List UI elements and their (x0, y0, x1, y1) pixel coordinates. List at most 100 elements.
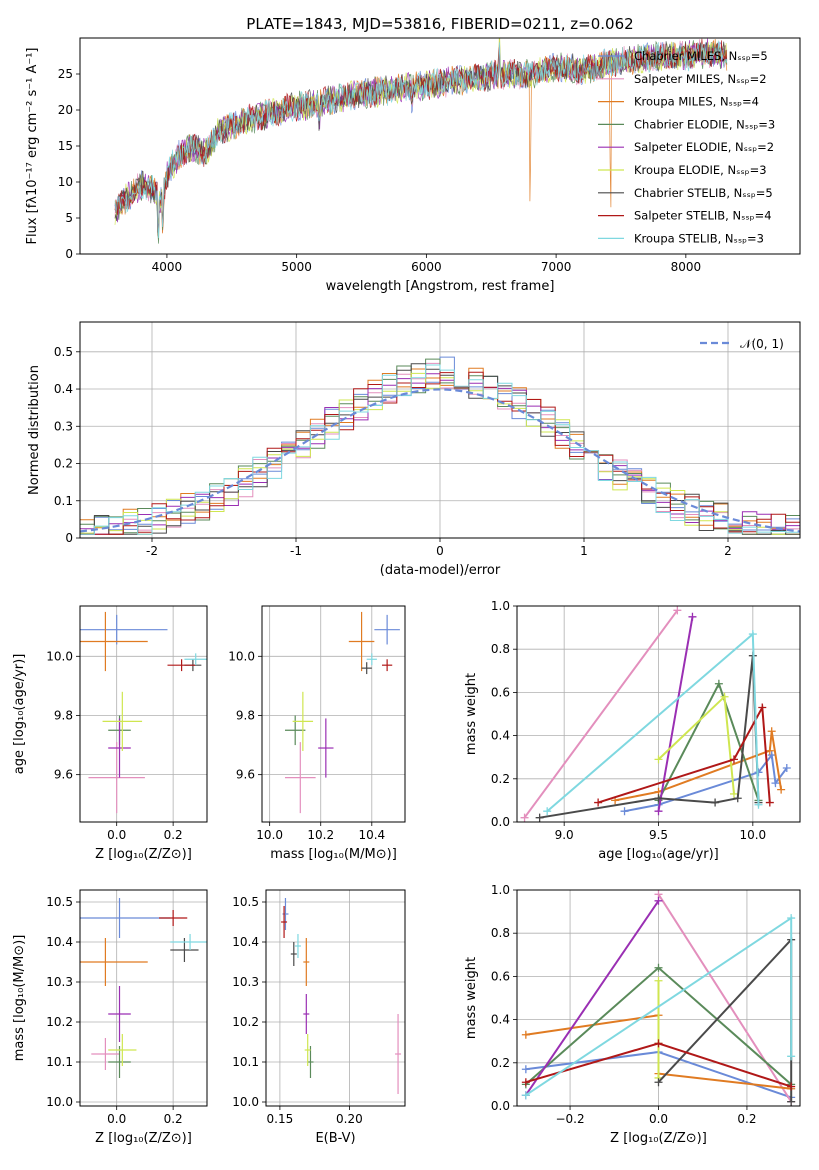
spectrum-series-group (114, 38, 728, 244)
legend-entry: Chabrier ELODIE, Nₛₛₚ=3 (634, 117, 775, 131)
weight_vs_age-marker (748, 630, 757, 639)
legend-entry: Chabrier STELIB, Nₛₛₚ=5 (634, 186, 773, 200)
age_vs_mass-ytick-label: 10.0 (228, 649, 255, 663)
age_vs_mass-errorbar (382, 659, 393, 672)
weight_vs_age-line-salpeter-miles (523, 609, 679, 819)
weight_vs_age-marker (654, 794, 663, 803)
spectrum-ytick-label: 10 (58, 175, 73, 189)
weight_vs_age-ylabel: mass weight (464, 673, 479, 755)
legend-entry: Salpeter ELODIE, Nₛₛₚ=2 (634, 140, 774, 154)
legend-entry: Chabrier MILES, Nₛₛₚ=5 (634, 49, 768, 63)
mass_vs_ebv-xtick-label: 0.20 (336, 1112, 363, 1126)
weight_vs_Z-line-salpeter-miles (657, 893, 793, 1103)
weight_vs_age-marker (673, 606, 682, 615)
weight_vs_age-marker (782, 764, 791, 772)
weight_vs_age-marker (758, 703, 767, 712)
mass_vs_ebv-xlabel: E(B-V) (315, 1131, 355, 1146)
mass_vs_ebv-errorbar (303, 994, 310, 1034)
weight_vs_age-marker (620, 807, 629, 816)
residuals-xtick-label: 0 (436, 544, 444, 558)
mass_vs_Z-ylabel: mass [log₁₀(M/M⊙)] (12, 935, 27, 1062)
age_vs_Z-errorbar (167, 659, 196, 672)
age_vs_mass-errorbar (284, 742, 316, 814)
mass_vs_ebv-errorbar (282, 898, 289, 930)
spectrum-xtick-label: 8000 (671, 260, 702, 274)
weight_vs_Z-marker (654, 1039, 663, 1048)
age_vs_mass-xtick-label: 10.0 (256, 828, 283, 842)
weight_vs_Z-ytick-label: 1.0 (491, 883, 510, 897)
weight_vs_Z-marker (787, 1097, 796, 1106)
mass_vs_Z-errorbar (108, 1046, 131, 1078)
age_vs_Z-axes: 0.0 0.2 9.6 9.8 10.0 Z [log₁₀(Z/Z⊙)] age [log₁… (12, 606, 207, 862)
age_vs_Z-ytick-label: 9.8 (54, 708, 73, 722)
legend-entry: Kroupa MILES, Nₛₛₚ=4 (634, 95, 759, 109)
age_vs_Z-errorbar (184, 653, 207, 666)
age_vs_mass-xlabel: mass [log₁₀(M/M⊙)] (270, 847, 397, 862)
weight_vs_Z-ytick-label: 0.8 (491, 926, 510, 940)
mass_vs_Z-errorbar (108, 1034, 137, 1066)
mass_vs_Z-ytick-label: 10.4 (46, 935, 73, 949)
age_vs_mass-errorbar (361, 662, 372, 675)
mass_vs_Z-ytick-label: 10.5 (46, 895, 73, 909)
residuals-ytick-label: 0.5 (54, 345, 73, 359)
weight_vs_Z-marker (521, 1091, 530, 1100)
age_vs_Z-xtick-label: 0.2 (164, 828, 183, 842)
mass_vs_Z-axes: 0.0 0.2 10.0 10.1 10.2 10.3 10.4 10.5 Z [log₁₀(Z… (12, 890, 207, 1146)
residuals-xtick-label: 1 (580, 544, 588, 558)
mass_vs_ebv-xtick-label: 0.15 (267, 1112, 294, 1126)
weight_vs_age-marker (771, 779, 780, 788)
mass_vs_ebv-errorbar (307, 1046, 314, 1078)
weight_vs_Z-marker (787, 1082, 796, 1091)
mass_vs_ebv-errorbar (294, 934, 301, 958)
weight_vs_Z-xtick-label: 0.0 (649, 1112, 668, 1126)
figure-title: PLATE=1843, MJD=53816, FIBERID=0211, z=0… (246, 15, 633, 33)
residuals-ytick-label: 0.4 (54, 382, 73, 396)
weight_vs_age-line-chabrier-miles (624, 752, 788, 813)
mass_vs_ebv-ytick-label: 10.2 (232, 1015, 259, 1029)
weight_vs_Z-ytick-label: 0.6 (491, 969, 510, 983)
weight_vs_age-marker (543, 807, 552, 816)
mass_vs_Z-ytick-label: 10.1 (46, 1055, 73, 1069)
age_vs_Z-errorbar (80, 614, 168, 645)
mass_vs_Z-errorbar (170, 934, 207, 950)
mass_vs_Z-errorbar (80, 898, 171, 938)
spectrum-line-kroupa-stelib (114, 40, 728, 239)
age_vs_Z-ytick-label: 10.0 (46, 649, 73, 663)
weight_vs_age-marker (765, 798, 774, 807)
mass_vs_Z-errorbar (91, 1038, 120, 1070)
weight_vs_Z-marker (521, 1030, 530, 1039)
weight_vs_age-marker (520, 813, 529, 822)
histogram-step-salpeter-stelib (80, 371, 800, 535)
mass_vs_Z-xlabel: Z [log₁₀(Z/Z⊙)] (95, 1131, 192, 1146)
spectrum-ylabel: Flux [fλ10⁻¹⁷ erg cm⁻² s⁻¹ A⁻¹] (25, 48, 40, 245)
spectrum-frame (79, 37, 801, 255)
age_vs_mass-ytick-label: 9.8 (236, 708, 255, 722)
legend-entry: Kroupa ELODIE, Nₛₛₚ=3 (634, 163, 767, 177)
spectrum-ytick-label: 5 (65, 211, 73, 225)
mass_vs_ebv-errorbar (303, 938, 310, 986)
weight_vs_age-ytick-label: 0.8 (491, 642, 510, 656)
weight_vs_age-ytick-label: 0.0 (491, 815, 510, 829)
age_vs_Z-errorbar (108, 718, 131, 778)
weight_vs_age-lines (520, 606, 791, 822)
gaussian-curve (80, 388, 800, 533)
age_vs_Z-frame (79, 605, 208, 823)
spectrum-xtick-label: 4000 (152, 260, 183, 274)
weight_vs_Z-ytick-label: 0.2 (491, 1056, 510, 1070)
weight_vs_Z-xlabel: Z [log₁₀(Z/Z⊙)] (610, 1131, 707, 1146)
residuals-xlabel: (data-model)/error (380, 563, 501, 578)
residuals-xtick-label: -1 (290, 544, 302, 558)
spectrum-xlabel: wavelength [Angstrom, rest frame] (326, 279, 555, 294)
weight_vs_Z-marker (521, 1065, 530, 1074)
residuals-ylabel: Normed distribution (27, 365, 42, 495)
weight_vs_age-marker (688, 612, 697, 621)
weight_vs_Z-ytick-label: 0.0 (491, 1099, 510, 1113)
weight_vs_Z-axes: −0.2 0.0 0.2 0.0 0.2 0.4 0.6 0.8 1.0 Z [log₁₀(Z/Z… (464, 883, 800, 1146)
mass_vs_ebv-ytick-label: 10.4 (232, 935, 259, 949)
age_vs_Z-xlabel: Z [log₁₀(Z/Z⊙)] (95, 847, 192, 862)
weight_vs_Z-marker (787, 914, 796, 923)
weight_vs_age-marker (654, 807, 663, 816)
age_vs_Z-points (80, 611, 207, 814)
weight_vs_Z-line-chabrier-stelib (657, 937, 793, 1102)
weight_vs_age-xtick-label: 9.5 (649, 828, 668, 842)
